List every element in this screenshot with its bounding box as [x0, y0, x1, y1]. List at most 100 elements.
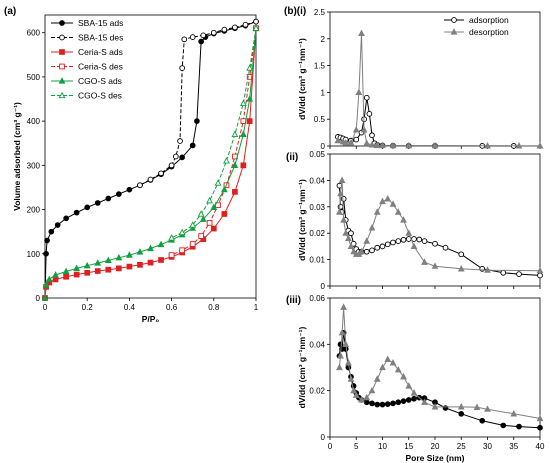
panel-b-iii-point-desorption	[421, 398, 428, 405]
panel-a-xtick-label: 1	[254, 303, 259, 312]
panel-b-i-point-desorption	[373, 141, 381, 149]
panel-b-iii-xtick-label: 5	[354, 442, 359, 451]
panel-b-i-ytick-label: 2	[321, 35, 326, 44]
panel-a-point-sba-15-ads	[54, 222, 61, 228]
panel-a-point-sba-15-des	[210, 29, 217, 36]
panel-a-point-sba-15-des	[168, 162, 175, 169]
panel-b-iii-point-desorption	[358, 396, 365, 403]
panel-b-iii-xtick-label: 30	[483, 442, 492, 451]
panel-a-point-sba-15-des	[179, 65, 186, 71]
panel-a-point-ceria-s-des	[206, 219, 213, 226]
panel-a-xlabel: P/P₀	[142, 314, 160, 324]
panel-b-iii-point-desorption	[344, 359, 352, 366]
panel-b-i-legend-marker-desorption	[450, 28, 458, 35]
panel-b-ii-point-desorption	[400, 216, 407, 223]
panel-b-iii-point-desorption	[394, 365, 402, 373]
panel-b-iii-point-desorption	[536, 414, 544, 422]
panel-a-legend-marker-sba-15-ads	[59, 20, 65, 26]
panel-a-point-sba-15-des	[200, 32, 207, 39]
panel-b-ii-point-desorption	[389, 200, 397, 207]
panel-b-ii-point-desorption	[379, 197, 386, 205]
panel-a-point-sba-15-ads	[94, 200, 101, 206]
panel-b-i-point-desorption	[363, 139, 371, 146]
panel-b-iii-point-desorption	[340, 303, 348, 310]
panel-b-i-point-desorption	[536, 141, 544, 149]
panel-b-iii-point-desorption	[379, 363, 386, 371]
panel-b-ii-point-adsorption	[442, 244, 449, 251]
panel-a-point-cgo-s-ads	[147, 244, 154, 252]
panel-a-point-cgo-s-ads	[199, 215, 207, 222]
panel-b-iii-xtick-label: 40	[536, 442, 545, 451]
panel-b-iii-point-desorption	[400, 372, 407, 380]
panel-a-point-sba-15-ads	[105, 195, 112, 202]
panel-b-iii-point-adsorption	[337, 341, 344, 348]
panel-a-point-sba-15-ads	[115, 191, 122, 197]
panel-a-point-cgo-s-des	[168, 234, 175, 241]
panel-a-ytick-label: 500	[27, 73, 41, 82]
panel-b-iii-point-desorption	[405, 382, 413, 389]
panel-b-iii-point-desorption	[410, 389, 418, 396]
panel-a-point-cgo-s-ads	[83, 261, 91, 269]
panel-b-iii-point-desorption	[363, 393, 371, 401]
panel-b-ii-point-adsorption	[369, 247, 375, 254]
panel-b-i-series-desorption	[334, 29, 544, 149]
panel-b-ii-point-desorption	[338, 176, 346, 184]
panel-a-point-ceria-s-ads	[52, 276, 59, 283]
panel-a-point-cgo-s-des	[189, 221, 197, 228]
plot-a-isotherms: 0 100 200 300 400 500 600 0 0.2 0.4 0.6 0.8 1 P/P₀ Vol…	[12, 14, 260, 324]
panel-b-i-ytick-label: 1	[321, 88, 326, 97]
panel-b-iii-ytick-label: 0.02	[309, 387, 325, 396]
panel-b-iii-point-desorption	[350, 386, 358, 394]
panel-b-iii-point-adsorption	[405, 397, 412, 403]
panel-a-frame	[44, 14, 257, 299]
panel-b-iii-point-desorption	[457, 403, 465, 410]
panel-a-point-cgo-s-ads	[45, 275, 53, 283]
panel-b-iii-xtick-label: 35	[509, 442, 518, 451]
panel-a-point-cgo-s-des	[246, 64, 254, 71]
panel-a-point-sba-15-ads	[73, 209, 80, 216]
panel-b-ii-series-adsorption	[336, 182, 543, 279]
panel-b-ii-point-adsorption	[416, 236, 423, 243]
panel-b-iii-frame	[329, 297, 541, 438]
panel-b-ii-point-desorption	[358, 247, 365, 255]
panel-a-point-sba-15-ads	[194, 118, 200, 124]
panel-b-i-point-adsorption	[369, 132, 375, 139]
panel-a-point-ceria-s-ads	[232, 189, 238, 195]
panel-b-ii-point-adsorption	[458, 251, 465, 258]
panel-a-line-ceria-s-des	[171, 28, 257, 256]
panel-a-legend-marker-ceria-s-des	[59, 63, 65, 70]
panel-label-a: (a)	[4, 6, 16, 17]
panel-b-i-ytick-label: 0.5	[314, 115, 326, 124]
panel-label-bii: (ii)	[286, 152, 298, 163]
panel-b-iii-xtick-label: 15	[404, 442, 413, 451]
panel-a-xtick-label: 0.4	[124, 303, 136, 312]
panel-b-i-legend-marker-adsorption	[451, 17, 457, 23]
panel-b-iii-point-adsorption	[479, 417, 486, 424]
panel-a-xtick-label: 0.2	[82, 303, 94, 312]
panel-b-i-ytick-label: 1.5	[314, 62, 326, 71]
panel-a-point-ceria-s-ads	[63, 273, 69, 280]
panel-b-ii-point-adsorption	[516, 271, 522, 277]
panel-a-point-ceria-s-ads	[126, 263, 133, 270]
panel-b-ii-point-adsorption	[348, 230, 354, 237]
panel-b-ii-ylabel: dV/dd (cm³ g⁻¹nm⁻¹)	[297, 179, 307, 261]
panel-b-ii-point-desorption	[337, 189, 344, 197]
panel-b-i-ytick-label: 2.5	[314, 8, 326, 17]
panel-a-point-sba-15-ads	[189, 142, 196, 149]
panel-a-point-cgo-s-ads	[115, 253, 123, 261]
panel-b-ii-ytick-label: 0.05	[309, 150, 325, 159]
panel-b-ii-point-desorption	[410, 242, 418, 250]
panel-b-i-point-desorption	[379, 141, 386, 149]
panel-b-ii-point-desorption	[405, 229, 413, 236]
panel-a-point-cgo-s-des	[206, 196, 213, 204]
panel-a-point-sba-15-des	[158, 170, 164, 177]
panel-a-point-sba-15-des	[232, 24, 238, 31]
panel-a-point-sba-15-des	[242, 21, 249, 28]
panel-b-iii-point-adsorption	[384, 401, 391, 407]
panel-a-point-cgo-s-ads	[73, 264, 81, 271]
panel-b-ii-point-adsorption	[363, 248, 370, 255]
panel-b-iii-point-desorption	[389, 359, 397, 366]
panel-b-i-point-desorption	[431, 141, 439, 149]
panel-a-point-cgo-s-ads	[42, 280, 50, 288]
